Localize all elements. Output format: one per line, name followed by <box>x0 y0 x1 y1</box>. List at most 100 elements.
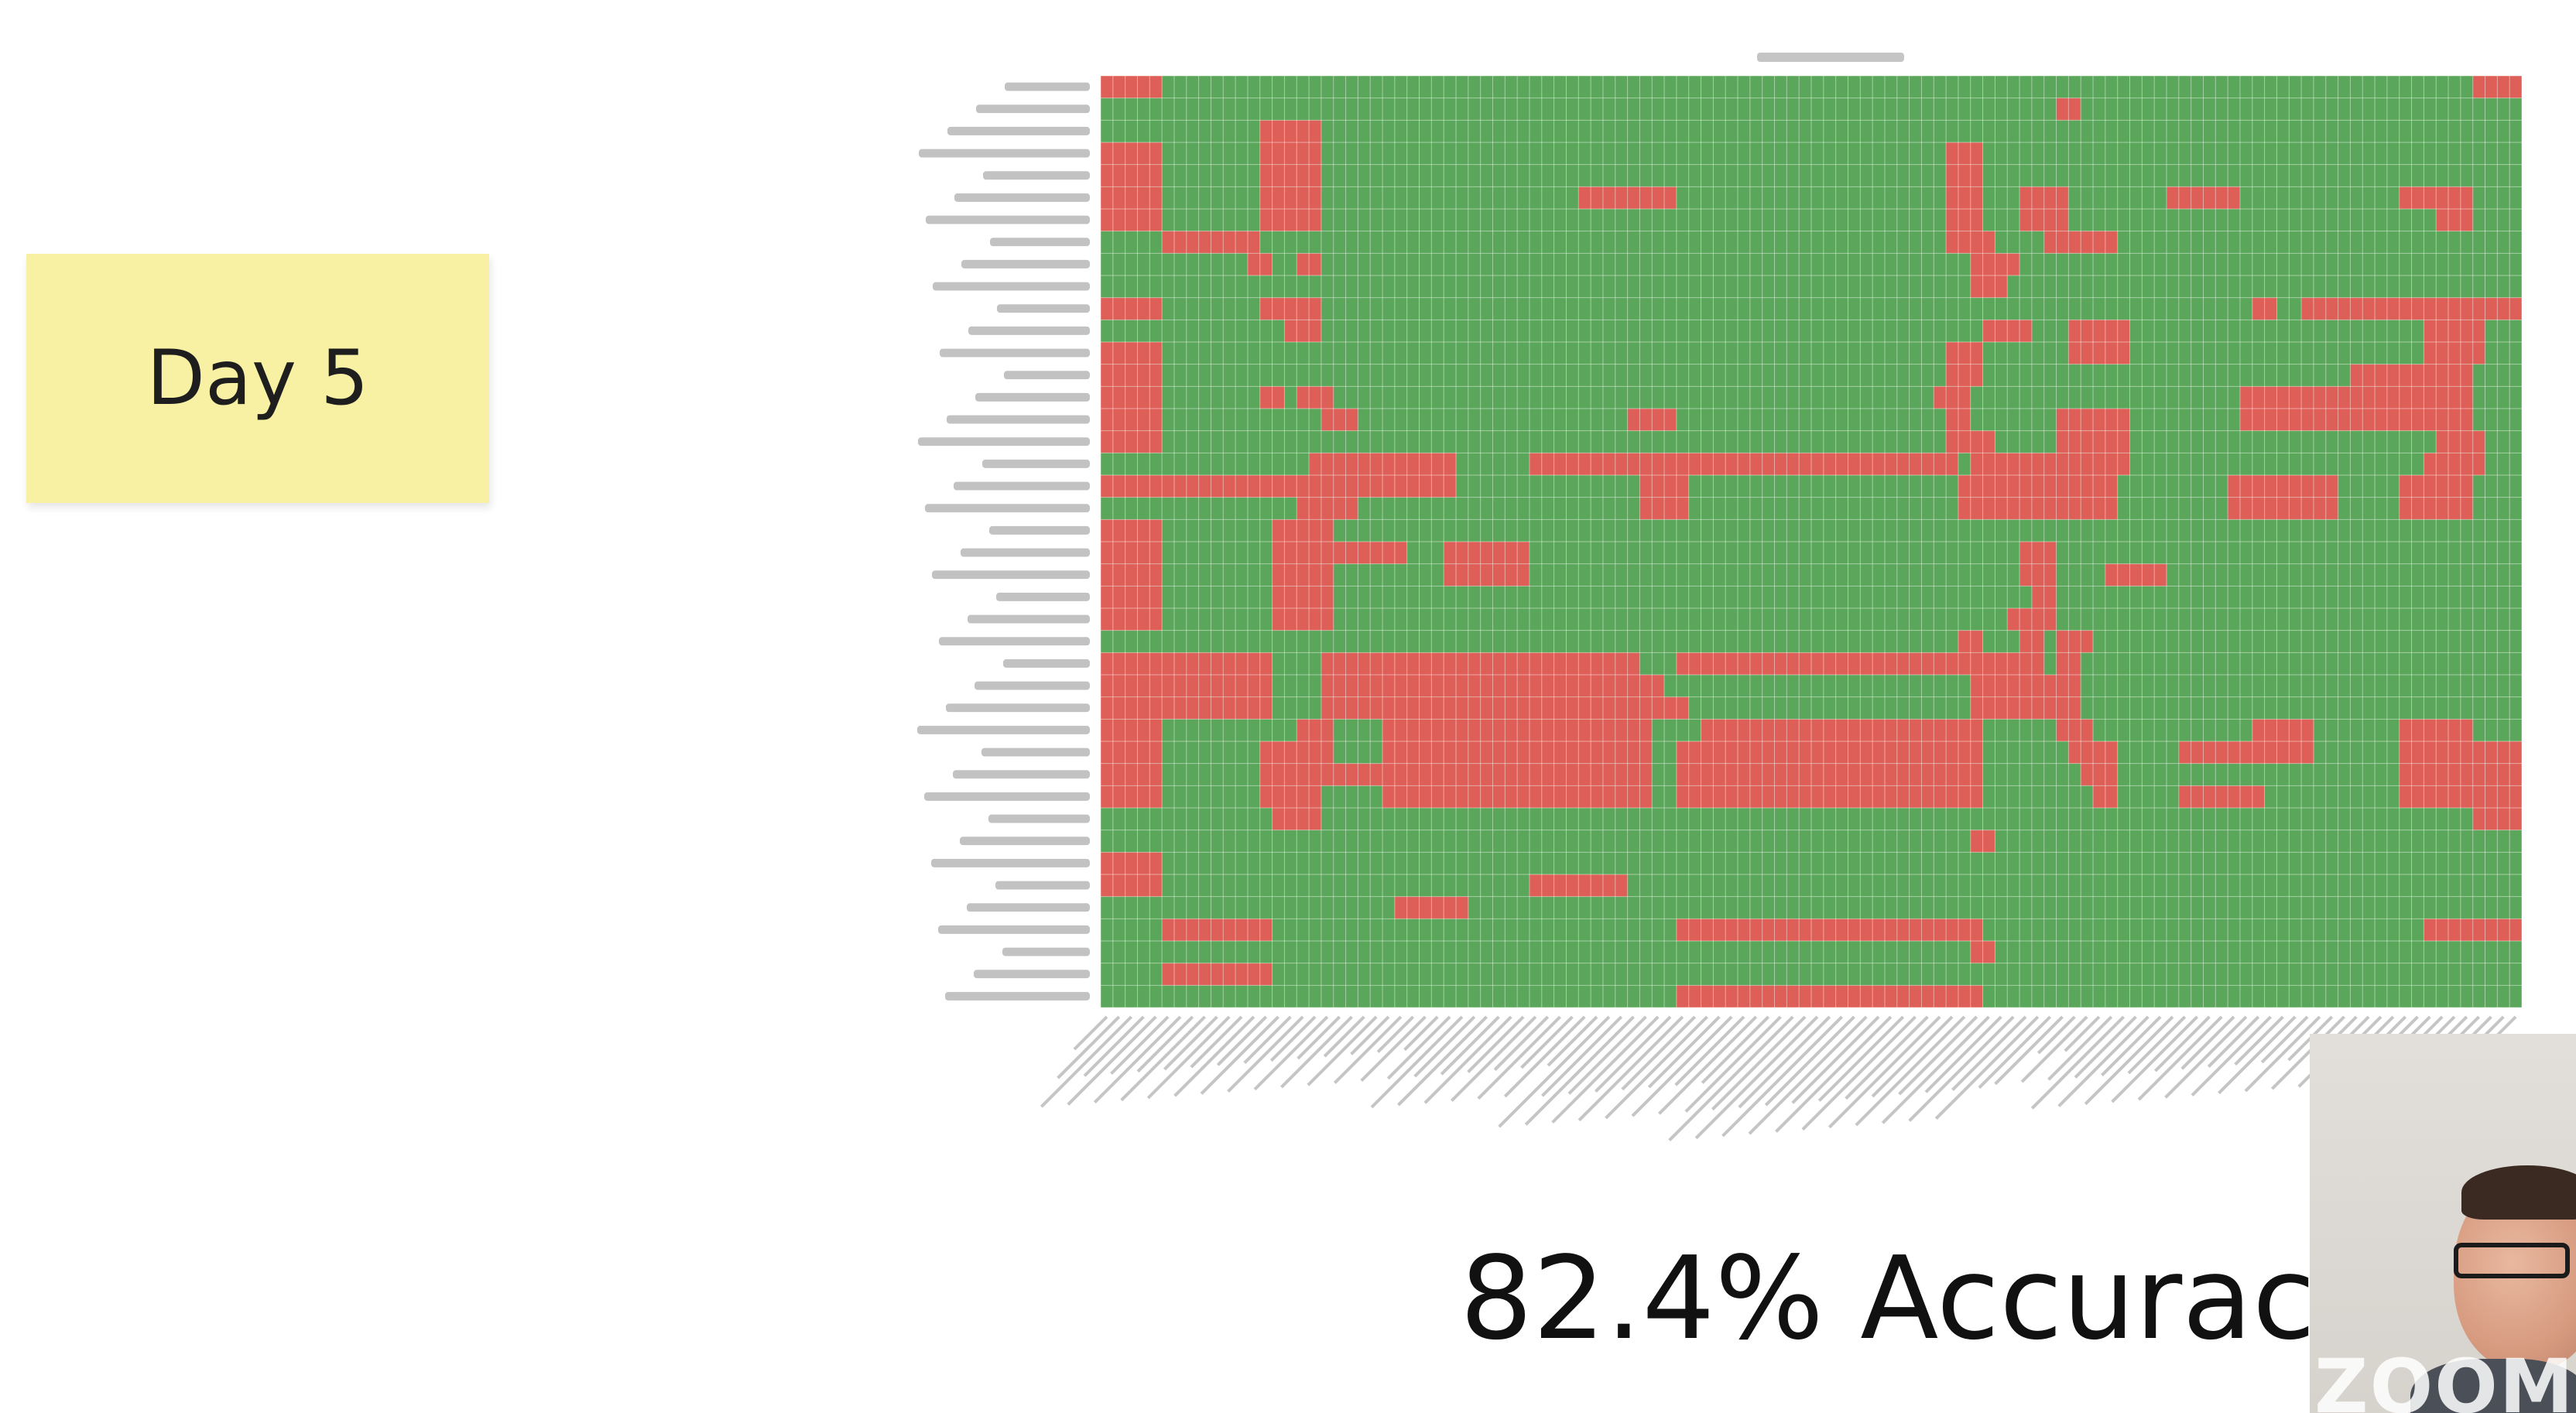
heatmap-cell-incorrect <box>1272 808 1321 830</box>
column-tick-label <box>1694 1015 1819 1140</box>
heatmap-cell-incorrect <box>1982 320 2032 342</box>
heatmap-cell-incorrect <box>1946 209 1983 231</box>
column-tick-label <box>1216 1015 1268 1066</box>
heatmap-cell-incorrect <box>1101 874 1163 897</box>
row-tick-label <box>974 970 1090 979</box>
heatmap-cell-incorrect <box>2228 475 2338 498</box>
heatmap-cell-incorrect <box>1529 874 1628 897</box>
column-tick-label <box>1146 1015 1231 1100</box>
column-tick-label <box>2127 1015 2187 1075</box>
heatmap-cell-incorrect <box>1970 253 2020 275</box>
column-tick-label <box>1541 1015 1623 1097</box>
heatmap-cell-incorrect <box>2228 497 2338 520</box>
heatmap-cell-incorrect <box>1162 963 1273 986</box>
heatmap-cell-incorrect <box>1602 186 1677 209</box>
participant-shoulders <box>2410 1359 2576 1413</box>
heatmap-cell-incorrect <box>2252 741 2314 764</box>
column-tick-label <box>1136 1015 1194 1073</box>
heatmap-cell-incorrect <box>2424 919 2522 941</box>
heatmap-cell-incorrect <box>1101 409 1138 431</box>
heatmap-cell-incorrect <box>1259 120 1321 142</box>
column-tick-label <box>2020 1015 2088 1083</box>
heatmap-cell-incorrect <box>1259 186 1321 209</box>
column-tick-label <box>1577 1015 1684 1122</box>
heatmap-cell-incorrect <box>1101 586 1163 608</box>
column-tick-label <box>1871 1015 1954 1098</box>
heatmap-cell-incorrect <box>1101 142 1163 165</box>
column-tick-label <box>2191 1015 2272 1097</box>
column-tick-label <box>1253 1015 1329 1091</box>
row-tick-label <box>961 548 1090 557</box>
heatmap-cell-incorrect <box>1639 475 1689 498</box>
column-tick-label <box>1227 1015 1304 1093</box>
heatmap-cell-incorrect <box>2068 741 2118 764</box>
column-tick-label <box>2084 1015 2174 1106</box>
column-tick-label <box>1631 1015 1733 1117</box>
row-tick-label <box>968 614 1090 624</box>
row-tick-label <box>945 991 1090 1001</box>
heatmap-cell-incorrect <box>1101 364 1138 387</box>
column-tick-label <box>1605 1015 1708 1120</box>
heatmap-cell-incorrect <box>1259 142 1321 165</box>
heatmap-cell-incorrect <box>2019 630 2044 653</box>
heatmap-cell-incorrect <box>1946 364 1983 387</box>
heatmap-cell-incorrect <box>2178 785 2265 808</box>
heatmap-cell-incorrect <box>2239 386 2473 409</box>
heatmap-cell-incorrect <box>2056 652 2081 675</box>
heatmap-cell-incorrect <box>2167 186 2240 209</box>
heatmap-cell-incorrect <box>2043 231 2118 254</box>
column-tick-label <box>1951 1015 2027 1091</box>
row-tick-label <box>1005 82 1090 91</box>
heatmap-cell-incorrect <box>2056 409 2130 431</box>
participant-glasses <box>2454 1243 2570 1278</box>
heatmap-cell-incorrect <box>1101 542 1163 564</box>
row-tick-label <box>918 437 1090 446</box>
heatmap-cell-incorrect <box>1639 497 1689 520</box>
row-tick-label <box>961 259 1090 269</box>
heatmap-cell-incorrect <box>1676 919 1983 941</box>
column-tick-label <box>1621 1015 1697 1091</box>
heatmap-cell-incorrect <box>1272 542 1407 564</box>
heatmap-cell-incorrect <box>1101 186 1163 209</box>
heatmap-cell-incorrect <box>1272 608 1334 631</box>
heatmap-cell-incorrect <box>1259 209 1321 231</box>
column-tick-label <box>1403 1015 1439 1052</box>
column-tick-label <box>1791 1015 1880 1104</box>
heatmap-cell-incorrect <box>2424 342 2485 364</box>
row-tick-label <box>1002 947 1090 956</box>
column-tick-label <box>1163 1015 1218 1071</box>
column-tick-label <box>1370 1015 1464 1109</box>
sticky-note[interactable]: Day 5 <box>26 254 489 503</box>
row-tick-label <box>989 525 1090 535</box>
row-tick-label <box>968 326 1090 335</box>
heatmap-cell-incorrect <box>1529 453 1958 475</box>
participant-video[interactable]: ZOOM <box>2310 1034 2576 1413</box>
heatmap-cell-incorrect <box>1444 542 1530 564</box>
column-tick-label <box>1307 1015 1378 1086</box>
column-tick-label <box>1057 1015 1121 1079</box>
column-tick-label <box>2153 1015 2211 1073</box>
column-tick-label <box>1173 1015 1255 1097</box>
heatmap-cell-incorrect <box>2105 563 2167 587</box>
heatmap-cell-incorrect <box>1162 231 1260 254</box>
row-tick-label <box>939 637 1090 646</box>
heatmap-cell-incorrect <box>1259 164 1321 187</box>
column-tick-label <box>1748 1015 1868 1135</box>
column-tick-label <box>2218 1015 2297 1095</box>
column-tick-label <box>1801 1015 1917 1131</box>
heatmap-cell-incorrect <box>2399 186 2473 209</box>
heatmap-cell-incorrect <box>1382 785 1653 808</box>
row-tick-label <box>976 104 1090 114</box>
heatmap-cell-incorrect <box>2399 475 2473 498</box>
heatmap-cell-incorrect <box>2350 364 2473 387</box>
row-tick-label <box>988 814 1090 823</box>
row-tick-label <box>926 215 1090 224</box>
heatmap-cell-incorrect <box>2056 719 2094 741</box>
zoom-logo: ZOOM <box>2314 1343 2575 1413</box>
heatmap-cell-incorrect <box>1321 675 1665 697</box>
row-tick-label <box>996 592 1090 601</box>
heatmap-cell-incorrect <box>1101 852 1163 874</box>
column-tick-label <box>1376 1015 1415 1053</box>
column-tick-label <box>1413 1015 1476 1078</box>
heatmap-cell-incorrect <box>1297 386 1334 409</box>
